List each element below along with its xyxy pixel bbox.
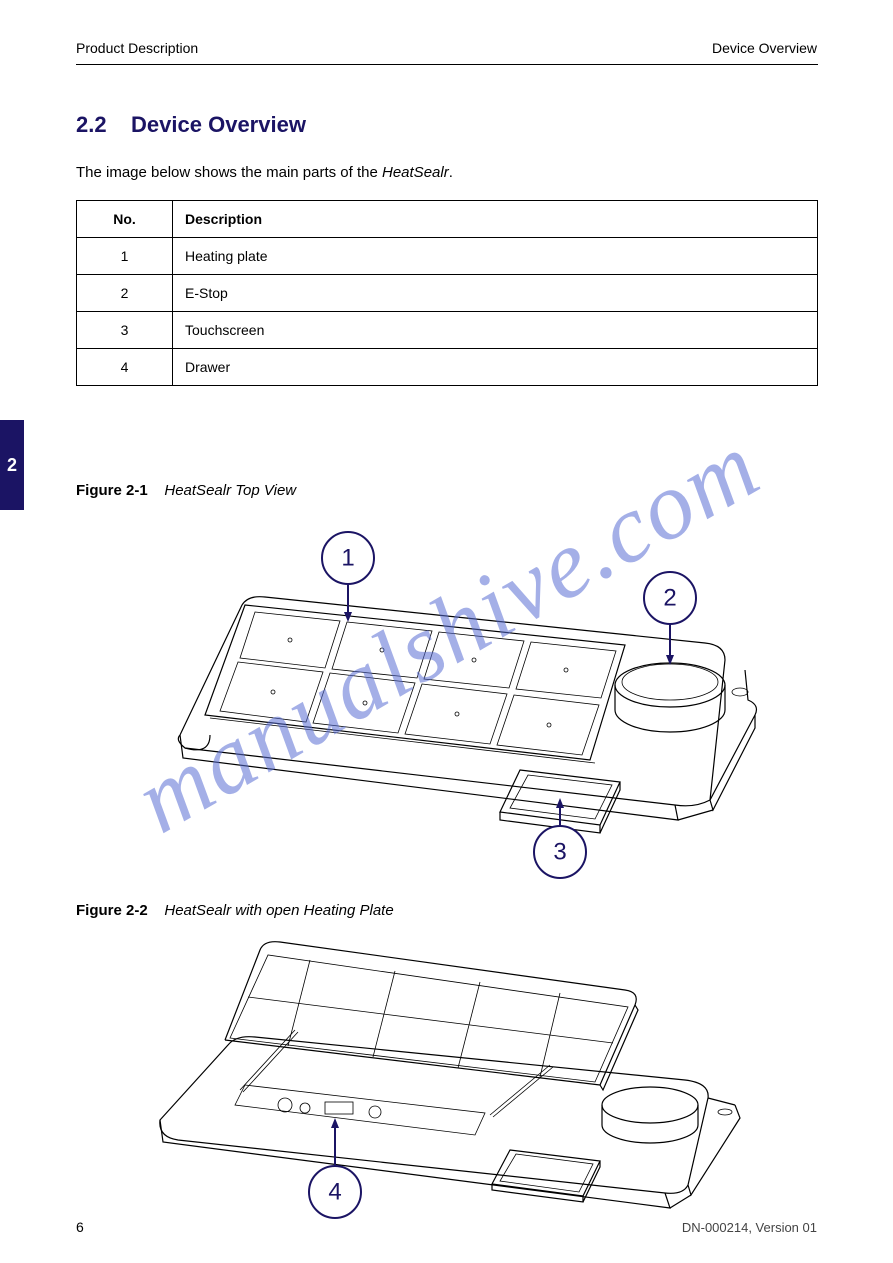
table-header-row: No. Description [77, 201, 818, 238]
part-no: 2 [77, 275, 173, 312]
part-desc: Drawer [173, 349, 818, 386]
intro-suffix: . [449, 164, 453, 181]
table-row: 1 Heating plate [77, 238, 818, 275]
part-desc: Touchscreen [173, 312, 818, 349]
intro-prefix: The image below shows the main parts of … [76, 164, 382, 181]
fig-number: 2-2 [126, 902, 148, 919]
running-head-right: Device Overview [712, 40, 817, 56]
col-header-no: No. [77, 201, 173, 238]
part-no: 1 [77, 238, 173, 275]
device-name: HeatSealr [382, 164, 449, 181]
part-no: 4 [77, 349, 173, 386]
figure-open-plate: 4 [130, 930, 790, 1230]
callout-label: 2 [663, 585, 676, 612]
callout-label: 3 [553, 839, 566, 866]
fig-title: HeatSealr Top View [164, 482, 296, 499]
col-header-desc: Description [173, 201, 818, 238]
section-title: Device Overview [131, 112, 306, 137]
fig-prefix: Figure [76, 902, 122, 919]
part-no: 3 [77, 312, 173, 349]
doc-id: DN-000214, Version 01 [682, 1220, 817, 1235]
callout-label: 4 [328, 1179, 341, 1206]
header-rule [76, 64, 818, 65]
figure-caption: Figure 2-1 HeatSealr Top View [76, 482, 296, 499]
figure-caption: Figure 2-2 HeatSealr with open Heating P… [76, 902, 394, 919]
figure-top-view: 1 2 3 [150, 510, 770, 890]
table-row: 2 E-Stop [77, 275, 818, 312]
callout-label: 1 [341, 545, 354, 572]
page-number: 6 [76, 1219, 84, 1235]
part-desc: Heating plate [173, 238, 818, 275]
table-row: 3 Touchscreen [77, 312, 818, 349]
fig-number: 2-1 [126, 482, 148, 499]
section-intro: The image below shows the main parts of … [76, 164, 453, 181]
fig-title: HeatSealr with open Heating Plate [164, 902, 393, 919]
section-heading: 2.2 Device Overview [76, 112, 306, 138]
chapter-tab: 2 [0, 420, 24, 510]
callout-4: 4 [309, 1118, 361, 1218]
table-row: 4 Drawer [77, 349, 818, 386]
callout-1: 1 [322, 532, 374, 622]
fig-prefix: Figure [76, 482, 122, 499]
running-head-left: Product Description [76, 40, 198, 56]
parts-table: No. Description 1 Heating plate 2 E-Stop… [76, 200, 818, 386]
callout-3: 3 [534, 798, 586, 878]
part-desc: E-Stop [173, 275, 818, 312]
callout-2: 2 [644, 572, 696, 665]
section-number: 2.2 [76, 112, 107, 137]
